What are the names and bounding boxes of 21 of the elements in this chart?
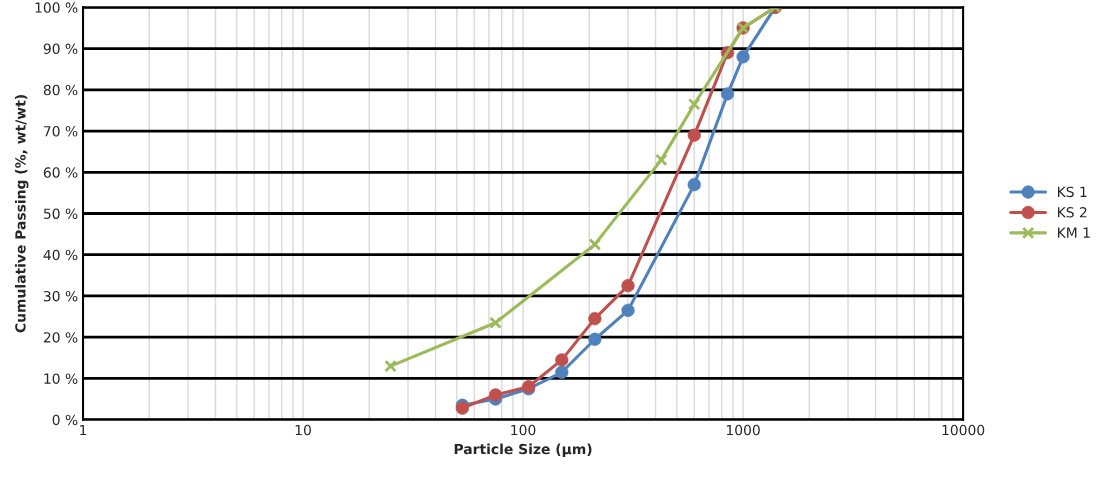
y-tick-label: 90 % bbox=[43, 43, 78, 55]
legend-label: KM 1 bbox=[1057, 227, 1090, 238]
y-tick-label: 80 % bbox=[43, 84, 78, 96]
y-tick-label: 100 % bbox=[35, 2, 78, 13]
x-tick-label: 10 bbox=[295, 424, 311, 436]
legend-label: KS 1 bbox=[1057, 186, 1087, 198]
y-tick-label: 20 % bbox=[43, 332, 78, 343]
y-tick-label: 60 % bbox=[43, 167, 78, 178]
y-axis-title: Cumulative Passing (%, wt/wt) bbox=[14, 95, 29, 333]
y-tick-label: 0 % bbox=[52, 414, 78, 426]
y-tick-label: 30 % bbox=[43, 290, 78, 302]
x-tick-label: 100 bbox=[511, 424, 536, 436]
y-tick-label: 40 % bbox=[43, 249, 78, 261]
legend-label: KS 2 bbox=[1057, 207, 1087, 218]
y-tick-label: 70 % bbox=[44, 126, 78, 137]
y-tick-label: 10 % bbox=[44, 373, 78, 384]
x-axis-title: Particle Size (µm) bbox=[454, 443, 592, 457]
x-tick-label: 1000 bbox=[726, 424, 760, 436]
x-tick-label: 10000 bbox=[942, 424, 985, 436]
x-tick-label: 1 bbox=[80, 424, 87, 436]
y-tick-label: 50 % bbox=[43, 208, 78, 219]
